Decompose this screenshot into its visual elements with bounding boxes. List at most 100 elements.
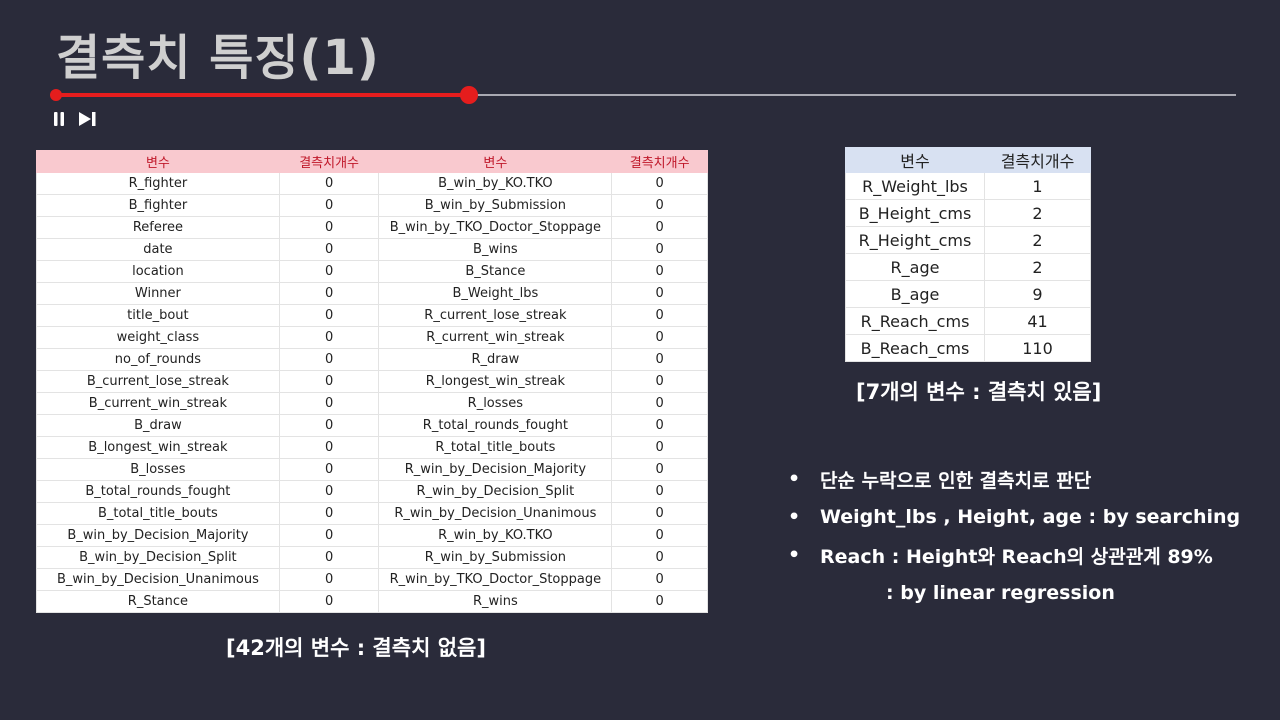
- variable-name-cell: B_win_by_Decision_Majority: [36, 524, 280, 547]
- missing-count-cell: 0: [278, 436, 380, 459]
- missing-count-cell: 2: [984, 226, 1091, 254]
- missing-count-cell: 1: [984, 172, 1091, 200]
- variable-name-cell: R_win_by_Decision_Unanimous: [378, 502, 613, 525]
- table-row: R_Reach_cms 41: [845, 307, 1091, 335]
- missing-count-cell: 0: [278, 194, 380, 217]
- variable-name-cell: Winner: [36, 282, 280, 305]
- table-row: B_losses 0 R_win_by_Decision_Majority 0: [36, 458, 708, 481]
- table-row: B_win_by_Decision_Majority 0 R_win_by_KO.T…: [36, 524, 708, 547]
- missing-count-cell: 0: [611, 502, 708, 525]
- variable-name-cell: R_win_by_KO.TKO: [378, 524, 613, 547]
- variable-name-cell: R_total_rounds_fought: [378, 414, 613, 437]
- variable-name-cell: R_win_by_TKO_Doctor_Stoppage: [378, 568, 613, 591]
- variable-name-cell: B_win_by_Submission: [378, 194, 613, 217]
- bullet-marker: •: [788, 506, 801, 528]
- missing-count-cell: 0: [278, 238, 380, 261]
- variable-name-cell: date: [36, 238, 280, 261]
- table-row: no_of_rounds 0 R_draw 0: [36, 348, 708, 371]
- missing-count-cell: 0: [611, 436, 708, 459]
- variable-name-cell: B_win_by_TKO_Doctor_Stoppage: [378, 216, 613, 239]
- missing-table-caption: [7개의 변수 : 결측치 있음]: [856, 380, 1102, 404]
- variable-name-cell: R_win_by_Submission: [378, 546, 613, 569]
- table-row: Referee 0 B_win_by_TKO_Doctor_Stoppage 0: [36, 216, 708, 239]
- column-header-missing-count: 결측치개수: [984, 147, 1091, 173]
- pause-icon[interactable]: [52, 110, 66, 132]
- column-header-variable: 변수: [36, 150, 280, 173]
- missing-count-cell: 0: [611, 568, 708, 591]
- variable-name-cell: B_Height_cms: [845, 199, 985, 227]
- variable-name-cell: B_fighter: [36, 194, 280, 217]
- missing-count-cell: 0: [278, 480, 380, 503]
- table-row: B_longest_win_streak 0 R_total_title_bouts…: [36, 436, 708, 459]
- missing-count-cell: 0: [611, 392, 708, 415]
- variable-name-cell: no_of_rounds: [36, 348, 280, 371]
- table-row: B_age 9: [845, 280, 1091, 308]
- table-row: B_total_title_bouts 0 R_win_by_Decision_Un…: [36, 502, 708, 525]
- variable-name-cell: R_losses: [378, 392, 613, 415]
- list-item: • Weight_lbs , Height, age : by searchin…: [788, 498, 1268, 536]
- table-row: B_current_win_streak 0 R_losses 0: [36, 392, 708, 415]
- variable-name-cell: title_bout: [36, 304, 280, 327]
- table-row: R_age 2: [845, 253, 1091, 281]
- no-missing-variables-table: 변수 결측치개수 변수 결측치개수 R_fighter 0 B_win_by_KO.…: [36, 150, 708, 613]
- variable-name-cell: R_Weight_lbs: [845, 172, 985, 200]
- table-row: B_draw 0 R_total_rounds_fought 0: [36, 414, 708, 437]
- missing-count-cell: 0: [278, 392, 380, 415]
- missing-count-cell: 0: [611, 370, 708, 393]
- variable-name-cell: B_total_title_bouts: [36, 502, 280, 525]
- table-row: R_Stance 0 R_wins 0: [36, 590, 708, 613]
- table-row: location 0 B_Stance 0: [36, 260, 708, 283]
- variable-name-cell: B_losses: [36, 458, 280, 481]
- variable-name-cell: B_win_by_Decision_Unanimous: [36, 568, 280, 591]
- missing-count-cell: 110: [984, 334, 1091, 362]
- variable-name-cell: Referee: [36, 216, 280, 239]
- variable-name-cell: R_Height_cms: [845, 226, 985, 254]
- missing-count-cell: 0: [611, 326, 708, 349]
- missing-count-cell: 0: [278, 546, 380, 569]
- table-header-row: 변수 결측치개수 변수 결측치개수: [36, 150, 708, 173]
- missing-variables-table: 변수 결측치개수 R_Weight_lbs 1 B_Height_cms 2 R_Hei…: [845, 147, 1091, 362]
- table-row: B_fighter 0 B_win_by_Submission 0: [36, 194, 708, 217]
- table-row: B_win_by_Decision_Split 0 R_win_by_Submiss…: [36, 546, 708, 569]
- table-header-row: 변수 결측치개수: [845, 147, 1091, 173]
- progress-bar[interactable]: [50, 86, 1236, 104]
- missing-count-cell: 0: [278, 502, 380, 525]
- missing-count-cell: 0: [278, 172, 380, 195]
- missing-count-cell: 0: [611, 590, 708, 613]
- missing-count-cell: 0: [278, 348, 380, 371]
- big-table-body: R_fighter 0 B_win_by_KO.TKO 0 B_fighter 0 B_wi…: [36, 172, 708, 613]
- variable-name-cell: B_Reach_cms: [845, 334, 985, 362]
- table-row: B_Height_cms 2: [845, 199, 1091, 227]
- variable-name-cell: B_wins: [378, 238, 613, 261]
- missing-count-cell: 0: [611, 194, 708, 217]
- variable-name-cell: R_draw: [378, 348, 613, 371]
- missing-count-cell: 2: [984, 253, 1091, 281]
- table-row: title_bout 0 R_current_lose_streak 0: [36, 304, 708, 327]
- missing-count-cell: 0: [611, 480, 708, 503]
- missing-count-cell: 9: [984, 280, 1091, 308]
- progress-knob[interactable]: [460, 86, 478, 104]
- bullet-text: Weight_lbs , Height, age : by searching: [820, 506, 1241, 528]
- missing-count-cell: 0: [278, 282, 380, 305]
- variable-name-cell: B_Stance: [378, 260, 613, 283]
- missing-count-cell: 0: [278, 260, 380, 283]
- table-row: B_Reach_cms 110: [845, 334, 1091, 362]
- variable-name-cell: R_current_lose_streak: [378, 304, 613, 327]
- table-row: B_total_rounds_fought 0 R_win_by_Decision_…: [36, 480, 708, 503]
- missing-count-cell: 0: [611, 172, 708, 195]
- variable-name-cell: B_total_rounds_fought: [36, 480, 280, 503]
- skip-next-icon[interactable]: [76, 110, 98, 132]
- slide-title: 결측치 특징(1): [56, 30, 380, 86]
- variable-name-cell: B_current_lose_streak: [36, 370, 280, 393]
- variable-name-cell: R_Reach_cms: [845, 307, 985, 335]
- missing-count-cell: 0: [611, 546, 708, 569]
- variable-name-cell: R_age: [845, 253, 985, 281]
- missing-count-cell: 0: [278, 304, 380, 327]
- variable-name-cell: B_longest_win_streak: [36, 436, 280, 459]
- missing-count-cell: 0: [278, 458, 380, 481]
- missing-count-cell: 0: [278, 326, 380, 349]
- player-controls: [52, 110, 98, 132]
- table-row: Winner 0 B_Weight_lbs 0: [36, 282, 708, 305]
- missing-count-cell: 2: [984, 199, 1091, 227]
- missing-count-cell: 0: [611, 414, 708, 437]
